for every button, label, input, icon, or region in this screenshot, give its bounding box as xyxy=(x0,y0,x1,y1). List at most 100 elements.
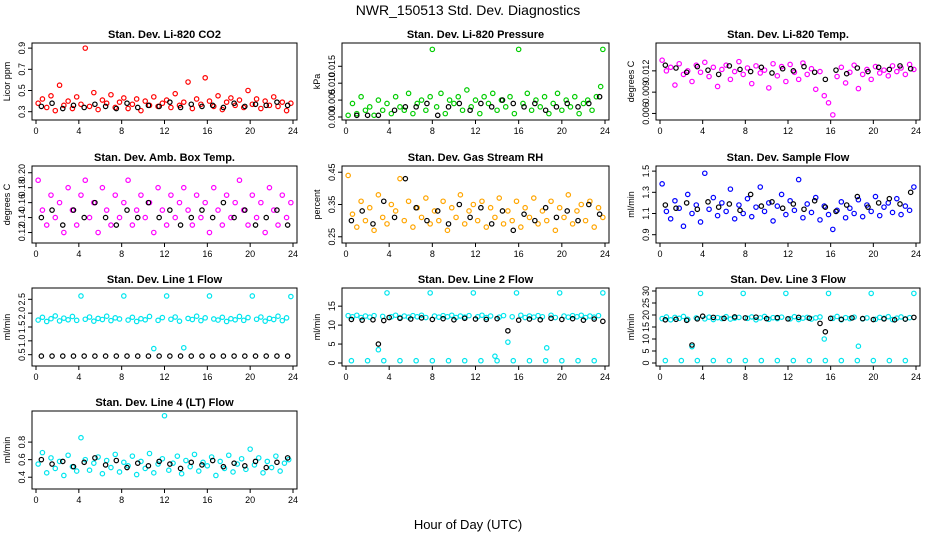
data-point xyxy=(121,199,127,206)
data-point xyxy=(161,412,168,419)
data-point xyxy=(418,97,425,103)
data-point xyxy=(571,93,578,100)
data-point xyxy=(554,90,561,97)
data-point xyxy=(667,64,674,71)
data-point xyxy=(125,105,131,112)
data-point xyxy=(52,107,59,114)
data-point xyxy=(706,73,712,80)
data-point xyxy=(391,214,398,221)
data-point xyxy=(73,222,80,228)
data-point xyxy=(727,76,734,83)
data-point xyxy=(834,313,840,320)
data-point xyxy=(765,85,772,91)
data-point xyxy=(467,214,473,221)
data-point xyxy=(103,313,110,320)
data-point xyxy=(187,463,194,470)
x-tick-label: 20 xyxy=(557,372,567,382)
data-point xyxy=(747,191,754,198)
data-point xyxy=(99,184,106,191)
data-point xyxy=(189,316,196,323)
data-point xyxy=(505,339,511,345)
data-point xyxy=(168,192,174,198)
data-point xyxy=(263,214,270,221)
y-axis-label: ml/min xyxy=(626,314,636,341)
data-point xyxy=(659,181,665,187)
data-point xyxy=(509,313,515,320)
data-point xyxy=(710,194,717,201)
data-point xyxy=(694,206,701,213)
data-point xyxy=(662,316,669,323)
data-point xyxy=(263,353,270,359)
data-point xyxy=(180,344,187,351)
data-point xyxy=(142,98,149,104)
data-point xyxy=(595,312,602,319)
data-point xyxy=(134,104,141,111)
data-point xyxy=(236,97,243,103)
data-point xyxy=(167,461,173,467)
panel-title: Stan. Dev. Line 3 Flow xyxy=(730,274,846,286)
data-point xyxy=(596,211,603,217)
data-point xyxy=(683,200,690,206)
data-point xyxy=(189,222,196,228)
data-point xyxy=(129,101,136,108)
data-point xyxy=(911,66,917,73)
data-point xyxy=(787,61,793,68)
data-point xyxy=(811,197,818,204)
data-point xyxy=(710,357,717,364)
x-tick-label: 24 xyxy=(288,126,298,136)
data-point xyxy=(672,197,678,204)
data-point xyxy=(202,74,208,81)
data-point xyxy=(366,204,373,211)
data-point xyxy=(565,192,572,198)
data-point xyxy=(680,313,687,320)
data-point xyxy=(180,99,187,105)
x-tick-label: 24 xyxy=(911,372,921,382)
y-axis-label: percent xyxy=(312,189,322,220)
data-point xyxy=(78,192,84,198)
data-point xyxy=(902,203,909,209)
data-point xyxy=(864,315,870,321)
data-point xyxy=(145,199,152,206)
data-point xyxy=(362,313,369,319)
data-point xyxy=(142,316,149,323)
data-point xyxy=(424,217,430,224)
data-point xyxy=(91,318,97,324)
data-point xyxy=(418,315,425,321)
x-tick-label: 12 xyxy=(783,372,793,382)
data-point xyxy=(552,314,559,321)
data-point xyxy=(121,95,127,101)
y-tick-label: 0.012 xyxy=(641,60,651,83)
data-point xyxy=(95,106,101,113)
data-point xyxy=(59,222,66,228)
data-point xyxy=(199,207,205,213)
data-point xyxy=(270,316,277,323)
data-point xyxy=(586,201,592,208)
chart-panel: Stan. Dev. Line 2 Flow ml/min 0 4 8 12 16 20 24 0… xyxy=(312,274,610,382)
panel-title: Stan. Dev. Line 2 Flow xyxy=(418,274,534,286)
data-point xyxy=(255,455,262,461)
data-point xyxy=(769,199,775,205)
data-point xyxy=(769,70,775,76)
x-tick-label: 8 xyxy=(430,249,435,259)
data-point xyxy=(833,208,839,215)
y-axis-label: Licor ppm xyxy=(2,62,12,102)
data-point xyxy=(245,314,251,321)
data-point xyxy=(897,63,903,69)
chart-panel: Stan. Dev. Li-820 CO2 Licor ppm 0 4 8 12 16 20 2… xyxy=(2,29,298,136)
data-point xyxy=(770,218,776,224)
data-point xyxy=(723,62,729,68)
data-point xyxy=(511,110,518,117)
data-point xyxy=(533,97,539,103)
data-point xyxy=(264,458,271,465)
data-point xyxy=(461,357,468,364)
x-tick-label: 0 xyxy=(657,249,662,259)
x-tick-label: 8 xyxy=(430,126,435,136)
data-point xyxy=(133,96,140,102)
data-point xyxy=(413,104,419,110)
x-tick-label: 12 xyxy=(159,126,169,136)
data-point xyxy=(112,451,119,458)
data-point xyxy=(242,207,248,213)
data-point xyxy=(513,290,520,296)
data-point xyxy=(774,203,781,209)
data-point xyxy=(727,186,734,192)
